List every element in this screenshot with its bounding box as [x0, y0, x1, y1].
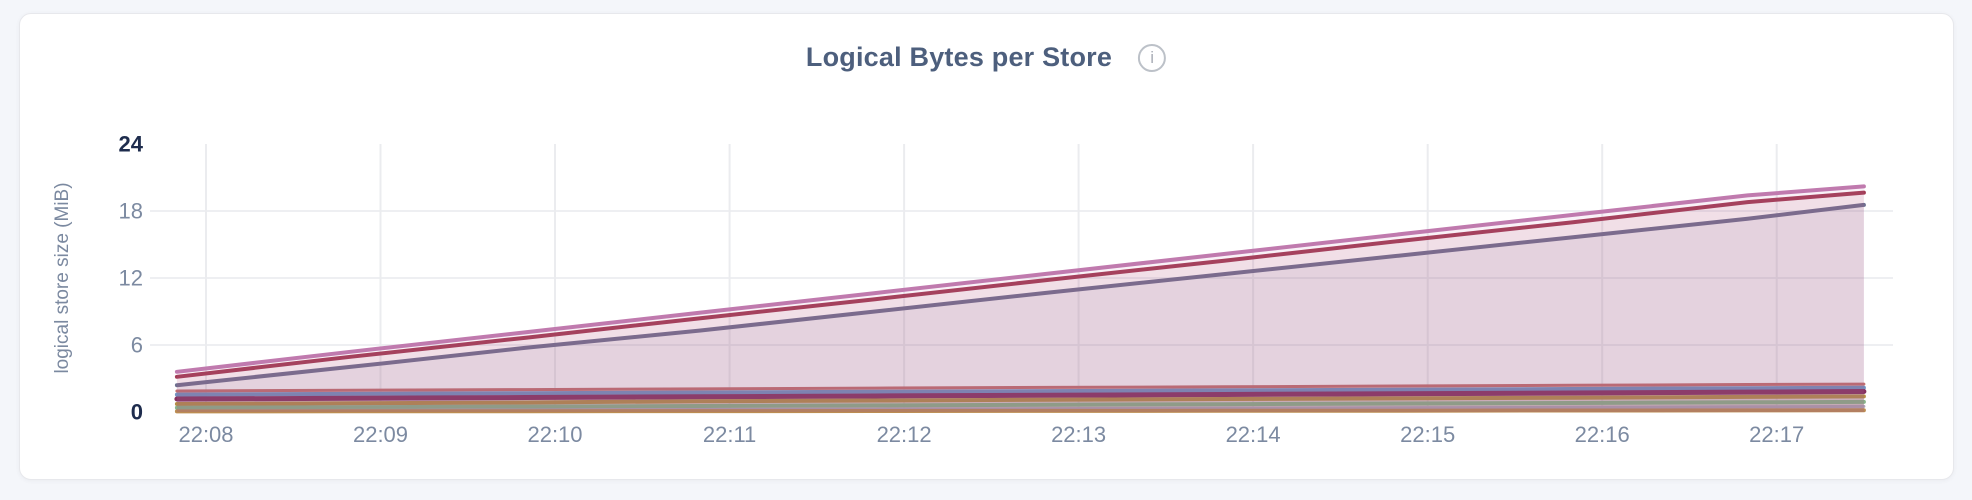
y-tick-label: 12: [119, 266, 143, 291]
y-axis-title: logical store size (MiB): [52, 182, 73, 374]
series-area-series-10-pink: [176, 186, 1864, 412]
x-tick-label: 22:10: [527, 422, 582, 447]
series-area-series-9-crimson: [176, 192, 1864, 412]
x-axis-ticks: 22:08 22:09 22:10 22:11 22:12 22:13 22:1…: [178, 422, 1804, 447]
series-line-series-8-slate: [174, 202, 1866, 388]
y-axis-ticks: 24 18 12 6 0: [119, 132, 144, 425]
plot-area[interactable]: 24 18 12 6 0 22:08 22:09 22:10 22:11 22:…: [90, 130, 1900, 470]
x-tick-label: 22:15: [1400, 422, 1455, 447]
x-tick-label: 22:09: [353, 422, 408, 447]
y-tick-label: 24: [119, 132, 144, 157]
series-line-series-7-tan: [174, 408, 1866, 414]
y-tick-label: 0: [131, 400, 143, 425]
series-line-series-4-ochre: [174, 394, 1866, 406]
series-line-series-2-blue: [174, 385, 1866, 397]
x-tick-label: 22:08: [178, 422, 233, 447]
series-line-series-10-pink: [174, 184, 1866, 374]
x-tick-label: 22:16: [1575, 422, 1630, 447]
x-tick-label: 22:11: [703, 422, 756, 447]
x-tick-label: 22:14: [1226, 422, 1281, 447]
series-line-series-5-green: [174, 399, 1866, 410]
x-tick-label: 22:13: [1051, 422, 1106, 447]
y-tick-label: 6: [131, 333, 143, 358]
info-icon-glyph: i: [1150, 47, 1154, 67]
x-tick-label: 22:12: [877, 422, 932, 447]
y-tick-label: 18: [119, 199, 143, 224]
series-line-series-9-crimson: [174, 190, 1866, 379]
series-line-series-1-salmon: [175, 382, 1866, 393]
x-tick-label: 22:17: [1749, 422, 1804, 447]
info-circle-icon[interactable]: i: [1138, 43, 1167, 72]
series-layer: [174, 184, 1867, 414]
series-line-series-3-magenta: [174, 389, 1867, 402]
chart-title: Logical Bytes per Store: [805, 42, 1113, 72]
chart-header: Logical Bytes per Store i: [805, 42, 1167, 73]
series-area-series-8-slate: [176, 204, 1864, 412]
